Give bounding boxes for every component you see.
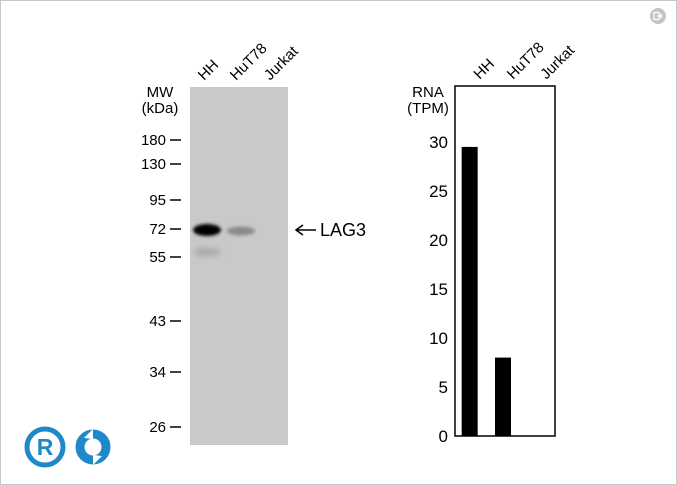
marker-72: 72 [149,221,166,238]
company-logo-icon: R [24,426,111,468]
marker-26: 26 [149,419,166,436]
kda-label: (kDa) [142,100,179,117]
marker-130: 130 [141,156,166,173]
chart-y-ticks: 0 5 10 15 20 25 30 [429,133,448,446]
band-hh [193,224,221,236]
arrow-head-icon [294,224,304,236]
y-tick-label: 10 [429,329,448,348]
y-tick-label: 0 [439,427,448,446]
y-tick-label: 15 [429,280,448,299]
marker-95: 95 [149,192,166,209]
marker-55: 55 [149,249,166,266]
marker-180: 180 [141,132,166,149]
y-tick-label: 25 [429,182,448,201]
chart-bars [461,146,511,436]
band-annotation: LAG3 [294,220,366,240]
svg-text:R: R [37,434,54,460]
band-hh-smear [193,248,221,256]
band-label: LAG3 [320,220,366,240]
chart-ylabel-line1: RNA [412,84,444,101]
chart-ylabel-line2: (TPM) [407,100,449,117]
marker-43: 43 [149,313,166,330]
y-tick-label: 20 [429,231,448,250]
y-tick-label: 30 [429,133,448,152]
bar-hh [461,146,478,436]
category-label-hh: HH [470,55,497,82]
mw-label: MW [147,84,174,101]
bar-hut78 [495,357,511,436]
blot-membrane [190,87,288,445]
category-label-hut78: HuT78 [504,39,548,83]
band-hut78 [227,226,255,236]
exit-icon[interactable] [650,8,666,24]
blot-bands [193,224,255,256]
y-tick-label: 5 [439,378,448,397]
marker-34: 34 [149,364,166,381]
mw-markers: 180 130 95 72 55 43 34 26 [141,132,181,436]
chart-plot-area [454,85,556,437]
